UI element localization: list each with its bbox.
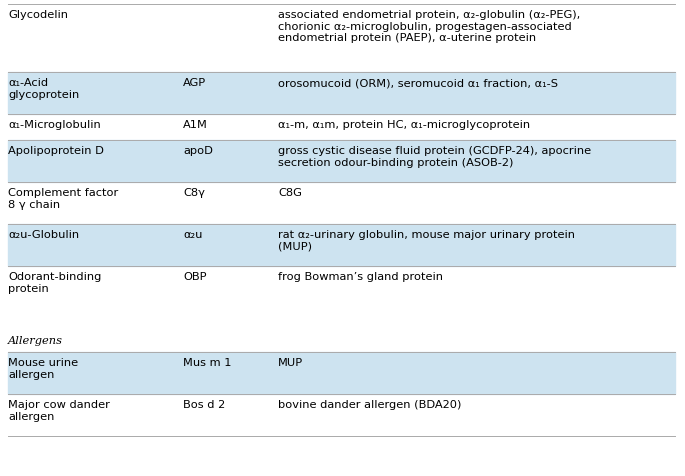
Text: Mus m 1: Mus m 1 [183,357,232,367]
Bar [8,225,675,267]
Text: MUP: MUP [278,357,303,367]
Bar [8,352,675,394]
Text: Apolipoprotein D: Apolipoprotein D [8,146,104,156]
Text: frog Bowman’s gland protein: frog Bowman’s gland protein [278,271,443,281]
Bar [8,73,675,115]
Text: rat α₂-urinary globulin, mouse major urinary protein
(MUP): rat α₂-urinary globulin, mouse major uri… [278,229,575,251]
Text: α₂u-Globulin: α₂u-Globulin [8,229,79,239]
Text: α₂u: α₂u [183,229,202,239]
Text: A1M: A1M [183,120,208,130]
Text: Bos d 2: Bos d 2 [183,399,225,409]
Text: Odorant-binding
protein: Odorant-binding protein [8,271,101,293]
Text: Allergens: Allergens [8,335,63,345]
Text: orosomucoid (ORM), seromucoid α₁ fraction, α₁-S: orosomucoid (ORM), seromucoid α₁ fractio… [278,78,558,88]
Text: α₁-Acid
glycoprotein: α₁-Acid glycoprotein [8,78,79,99]
Text: AGP: AGP [183,78,206,88]
Text: Glycodelin: Glycodelin [8,10,68,20]
Text: bovine dander allergen (BDA20): bovine dander allergen (BDA20) [278,399,462,409]
Text: gross cystic disease fluid protein (GCDFP-24), apocrine
secretion odour-binding : gross cystic disease fluid protein (GCDF… [278,146,591,167]
Text: Mouse urine
allergen: Mouse urine allergen [8,357,78,379]
Text: α₁-Microglobulin: α₁-Microglobulin [8,120,101,130]
Text: Major cow dander
allergen: Major cow dander allergen [8,399,110,421]
Text: OBP: OBP [183,271,206,281]
Text: associated endometrial protein, α₂-globulin (α₂-PEG),
chorionic α₂-microglobulin: associated endometrial protein, α₂-globu… [278,10,580,43]
Bar [8,141,675,183]
Text: apoD: apoD [183,146,213,156]
Text: C8γ: C8γ [183,188,205,198]
Text: α₁-m, α₁m, protein HC, α₁-microglycoprotein: α₁-m, α₁m, protein HC, α₁-microglycoprot… [278,120,530,130]
Text: Complement factor
8 γ chain: Complement factor 8 γ chain [8,188,119,209]
Text: C8G: C8G [278,188,302,198]
